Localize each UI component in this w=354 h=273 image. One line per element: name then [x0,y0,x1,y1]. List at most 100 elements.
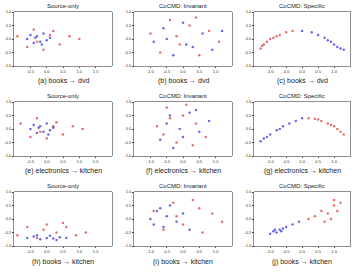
svg-text:-1.0: -1.0 [147,69,155,74]
svg-text:CoCMD: Invariant: CoCMD: Invariant [159,93,207,99]
svg-text:-0.5: -0.5 [27,69,35,74]
svg-text:0.5: 0.5 [315,69,321,74]
svg-text:0.0: 0.0 [180,69,186,74]
svg-text:1.0: 1.0 [246,99,252,104]
svg-text:0.0: 0.0 [299,249,305,254]
svg-text:1.0: 1.0 [6,99,12,104]
svg-text:0.5: 0.5 [246,23,252,28]
svg-text:-0.5: -0.5 [4,50,12,55]
svg-text:(j) books → kitchen: (j) books → kitchen [272,258,332,266]
svg-text:CoCMD: Invariant: CoCMD: Invariant [159,183,207,189]
svg-text:-1.0: -1.0 [124,243,132,248]
svg-text:-0.5: -0.5 [244,140,252,145]
svg-text:0.5: 0.5 [60,69,66,74]
svg-text:1.0: 1.0 [331,159,337,164]
svg-text:-1.0: -1.0 [124,153,132,158]
svg-text:(i) books → kitchen: (i) books → kitchen [153,258,213,266]
svg-text:0.0: 0.0 [44,69,50,74]
svg-text:CoCMD: Invariant: CoCMD: Invariant [159,3,207,9]
svg-text:(b) books → dvd: (b) books → dvd [158,77,209,85]
svg-text:1.5: 1.5 [93,249,99,254]
svg-text:-1.0: -1.0 [244,153,252,158]
svg-text:-1.0: -1.0 [244,63,252,68]
svg-text:1.0: 1.0 [246,189,252,194]
svg-text:-0.5: -0.5 [244,230,252,235]
svg-text:0.5: 0.5 [126,203,132,208]
svg-text:1.5: 1.5 [93,69,99,74]
svg-text:(f) electronics → kitchen: (f) electronics → kitchen [146,167,221,175]
svg-text:1.0: 1.0 [77,69,83,74]
svg-text:0.0: 0.0 [246,216,252,221]
svg-text:CoCMD: Specific: CoCMD: Specific [279,3,325,9]
svg-text:1.0: 1.0 [126,99,132,104]
svg-text:1.0: 1.0 [126,189,132,194]
svg-text:0.0: 0.0 [299,69,305,74]
svg-text:0.0: 0.0 [180,159,186,164]
svg-text:1.0: 1.0 [126,9,132,14]
svg-text:0.5: 0.5 [315,159,321,164]
svg-text:1.0: 1.0 [331,249,337,254]
svg-text:-0.5: -0.5 [163,69,171,74]
svg-text:0.0: 0.0 [6,126,12,131]
svg-text:-0.5: -0.5 [244,50,252,55]
svg-text:-0.5: -0.5 [283,249,291,254]
svg-text:1.0: 1.0 [77,249,83,254]
svg-text:(a) books → dvd: (a) books → dvd [38,77,89,85]
svg-text:-1.0: -1.0 [244,243,252,248]
svg-text:0.0: 0.0 [126,126,132,131]
svg-text:Source-only: Source-only [47,93,79,99]
svg-text:1.0: 1.0 [77,159,83,164]
svg-text:0.0: 0.0 [180,249,186,254]
svg-text:(e) electronics → kitchen: (e) electronics → kitchen [25,167,102,175]
svg-text:-1.0: -1.0 [124,63,132,68]
svg-text:-1.0: -1.0 [267,249,275,254]
svg-text:0.0: 0.0 [6,36,12,41]
svg-text:1.0: 1.0 [6,9,12,14]
svg-text:0.5: 0.5 [197,69,203,74]
svg-text:CoCMD: Specific: CoCMD: Specific [279,183,325,189]
svg-text:-0.5: -0.5 [124,140,132,145]
svg-text:1.0: 1.0 [213,159,219,164]
svg-text:0.5: 0.5 [246,113,252,118]
svg-text:-0.5: -0.5 [283,159,291,164]
svg-text:0.5: 0.5 [315,249,321,254]
svg-text:-0.5: -0.5 [27,159,35,164]
svg-text:-0.5: -0.5 [27,249,35,254]
svg-text:0.5: 0.5 [6,203,12,208]
svg-text:-0.5: -0.5 [163,159,171,164]
svg-text:-1.0: -1.0 [267,159,275,164]
svg-text:CoCMD: Specific: CoCMD: Specific [279,93,325,99]
svg-text:(c) books → dvd: (c) books → dvd [277,77,328,85]
svg-text:1.0: 1.0 [246,9,252,14]
svg-text:-0.5: -0.5 [4,230,12,235]
svg-text:0.0: 0.0 [44,249,50,254]
svg-text:-1.0: -1.0 [4,153,12,158]
svg-text:-0.5: -0.5 [124,230,132,235]
svg-text:0.0: 0.0 [299,159,305,164]
svg-text:1.0: 1.0 [213,249,219,254]
svg-text:0.0: 0.0 [246,126,252,131]
svg-text:-0.5: -0.5 [163,249,171,254]
svg-text:0.0: 0.0 [44,159,50,164]
svg-text:Source-only: Source-only [47,183,79,189]
svg-text:0.5: 0.5 [126,113,132,118]
svg-text:0.5: 0.5 [197,159,203,164]
svg-text:0.5: 0.5 [126,23,132,28]
svg-text:0.5: 0.5 [246,203,252,208]
svg-text:1.0: 1.0 [6,189,12,194]
svg-text:0.5: 0.5 [60,249,66,254]
svg-text:0.0: 0.0 [126,216,132,221]
svg-text:0.5: 0.5 [197,249,203,254]
svg-text:(g) electronics → kitchen: (g) electronics → kitchen [264,167,341,175]
svg-text:1.0: 1.0 [331,69,337,74]
svg-text:(h) books → kitchen: (h) books → kitchen [32,258,94,266]
svg-text:0.5: 0.5 [60,159,66,164]
svg-text:0.0: 0.0 [6,216,12,221]
svg-text:1.5: 1.5 [93,159,99,164]
svg-text:-1.0: -1.0 [4,243,12,248]
svg-text:-1.0: -1.0 [147,249,155,254]
svg-text:0.5: 0.5 [6,23,12,28]
svg-text:0.0: 0.0 [126,36,132,41]
svg-text:-0.5: -0.5 [124,50,132,55]
svg-text:1.0: 1.0 [213,69,219,74]
